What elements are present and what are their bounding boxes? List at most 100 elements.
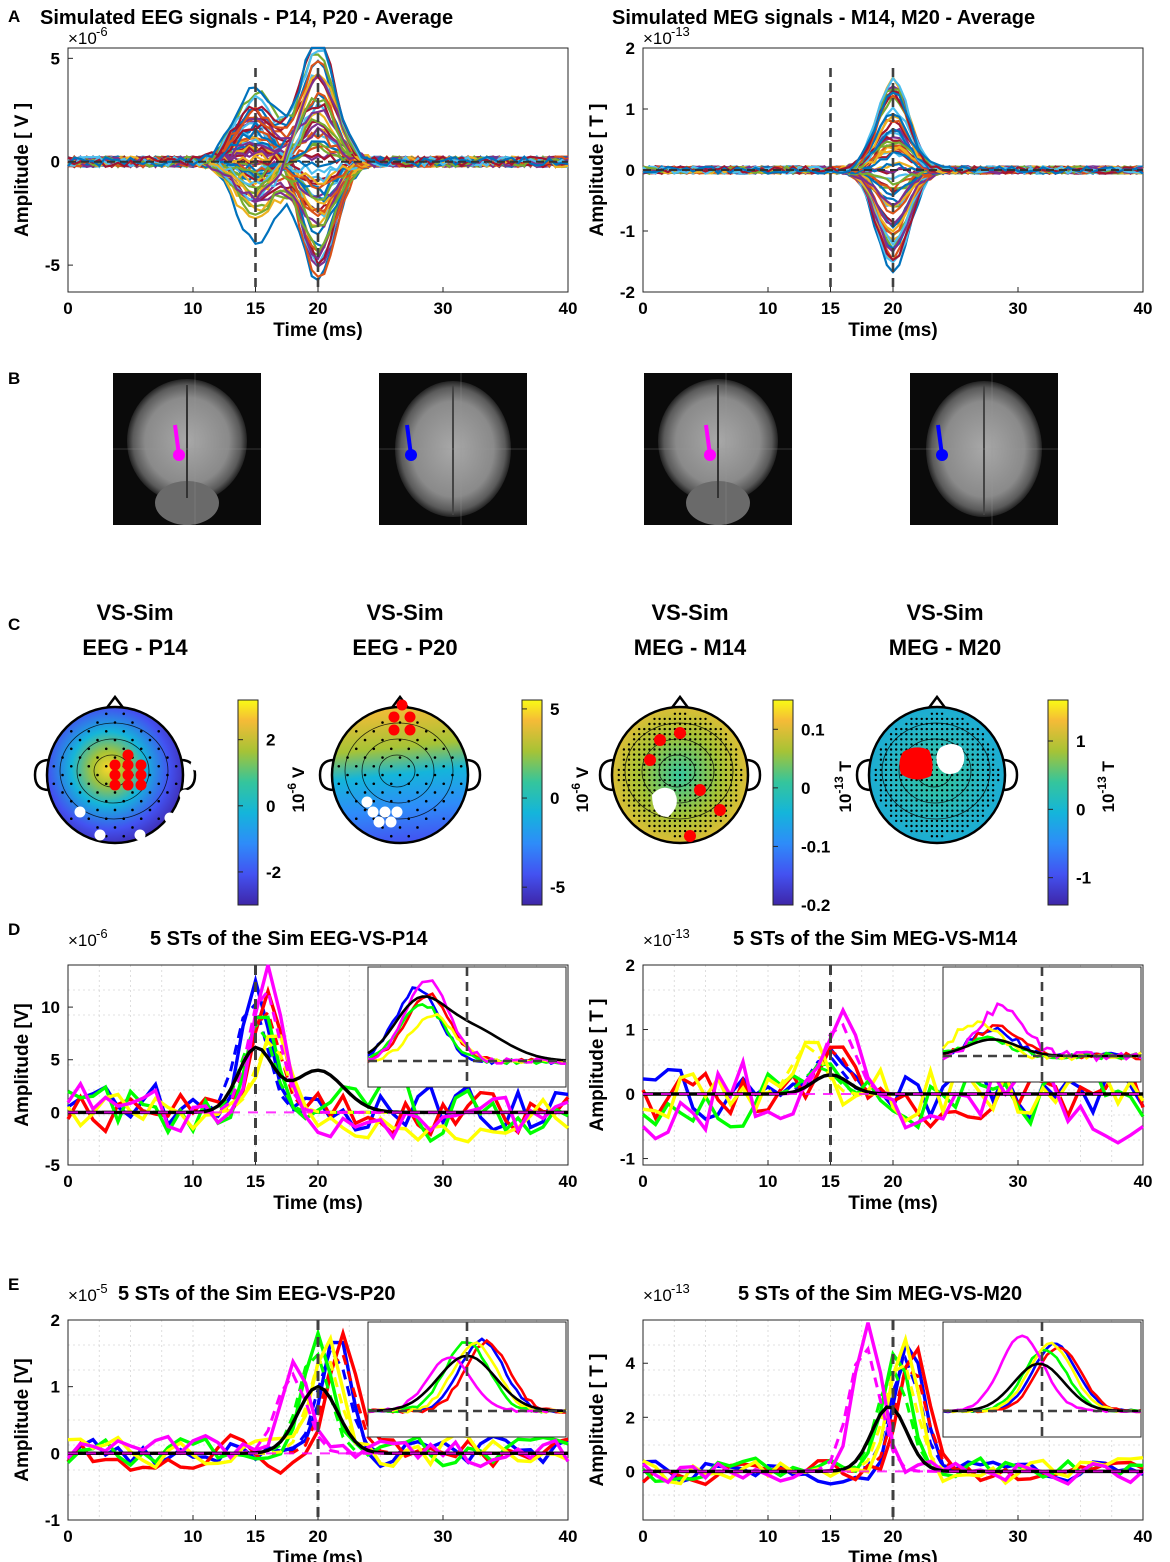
topo-sensor — [653, 748, 656, 751]
topo-sensor — [961, 727, 964, 731]
exponent-superscript: -13 — [671, 24, 690, 39]
exponent-label: ×10 — [68, 1286, 97, 1305]
topo-sensor — [930, 819, 934, 823]
topo-sensor — [638, 733, 641, 736]
topo-sensor — [915, 717, 918, 721]
topo-sensor — [678, 814, 682, 817]
exponent-superscript: -6 — [96, 926, 108, 941]
topo-sensor — [946, 727, 949, 731]
topo-contour — [76, 738, 150, 804]
topo-sensor — [704, 773, 707, 777]
topo-sensor — [104, 799, 108, 803]
topo-sensor — [966, 804, 969, 807]
topo-sensor — [683, 768, 687, 772]
topo-sensor — [683, 799, 687, 802]
topo-sensor — [956, 804, 959, 807]
topo-sensor — [966, 748, 969, 751]
topo-sensor — [174, 782, 178, 786]
topo-sensor — [442, 817, 446, 821]
y-axis-label: Amplitude [V] — [12, 1003, 33, 1127]
topo-sensor — [622, 789, 626, 792]
topo-electrode-cold — [134, 829, 146, 841]
topo-sensor — [976, 799, 979, 802]
topo-sensor — [632, 768, 636, 772]
topo-sensor — [940, 794, 944, 797]
topo-sensor — [704, 717, 707, 721]
topo-electrode-hot — [122, 759, 134, 771]
topo-sensor — [910, 824, 913, 828]
topo-sensor — [689, 743, 692, 746]
topo-sensor — [689, 794, 692, 797]
topo-sensor — [653, 778, 656, 782]
topo-sensor — [920, 804, 923, 807]
x-axis-label: Time (ms) — [848, 320, 937, 341]
topo-sensor — [895, 753, 898, 756]
topo-sensor — [381, 773, 384, 777]
topo-sensor — [940, 778, 944, 782]
topo-sensor — [920, 809, 923, 812]
topo-contour — [361, 738, 435, 804]
topo-sensor — [148, 791, 152, 794]
topo-sensor — [895, 814, 898, 817]
x-tick-label: 40 — [559, 1527, 578, 1546]
topo-sensor — [895, 768, 898, 772]
topo-sensor — [627, 784, 631, 787]
topo-sensor — [648, 773, 651, 777]
topo-sensor — [704, 799, 707, 802]
topo-sensor — [648, 804, 651, 807]
topo-sensor — [714, 758, 717, 761]
topo-sensor — [658, 778, 661, 782]
topo-sensor — [638, 814, 641, 817]
topo-sensor — [884, 778, 888, 782]
topo-sensor — [653, 819, 656, 823]
topo-sensor — [678, 763, 682, 766]
topo-sensor — [971, 814, 974, 817]
topo-sensor — [416, 721, 419, 724]
topo-sensor — [673, 829, 677, 833]
topo-sensor — [966, 778, 969, 782]
topo-sensor — [740, 768, 743, 772]
topo-sensor — [87, 782, 91, 786]
topo-sensor — [699, 733, 702, 736]
topo-sensor — [724, 799, 728, 802]
topo-electrode-hot-cluster — [899, 747, 933, 780]
topo-sensor — [930, 789, 934, 792]
topo-sensor — [895, 784, 898, 787]
topo-sensor — [884, 773, 888, 777]
topo-sensor — [951, 773, 954, 777]
topo-sensor — [915, 814, 918, 817]
topo-sensor — [157, 747, 161, 751]
topo-sensor — [986, 778, 990, 782]
x-tick-label: 10 — [759, 299, 778, 318]
topo-sensor — [724, 789, 728, 792]
topo-electrode-hot — [109, 779, 121, 791]
topo-sensor — [678, 824, 682, 828]
mri-coronal-meg — [644, 373, 792, 525]
topo-sensor — [683, 712, 687, 715]
topo-right-ear — [180, 758, 197, 792]
topo-sensor — [678, 753, 682, 756]
topo-sensor — [724, 773, 728, 777]
topo-sensor — [729, 794, 733, 797]
topo-sensor — [346, 773, 349, 777]
topo-sensor — [668, 738, 671, 741]
topo-sensor — [678, 768, 682, 772]
topo-sensor — [961, 794, 964, 797]
topo-sensor — [104, 729, 108, 733]
topo-sensor — [694, 809, 697, 812]
topo-right-ear — [745, 758, 762, 792]
topo-sensor — [734, 773, 738, 777]
y-tick-label: 2 — [626, 956, 635, 975]
topo-sensor — [643, 748, 646, 751]
topo-sensor — [946, 789, 949, 792]
topo-sensor — [884, 743, 888, 746]
topo-sensor — [915, 784, 918, 787]
topo-sensor — [930, 717, 934, 721]
topo-sensor — [673, 712, 677, 715]
topo-sensor — [694, 799, 697, 802]
x-tick-label: 30 — [434, 1172, 453, 1191]
x-tick-label: 20 — [309, 1527, 328, 1546]
x-axis-label: Time (ms) — [273, 320, 362, 341]
topo-electrode-cold — [367, 806, 379, 818]
